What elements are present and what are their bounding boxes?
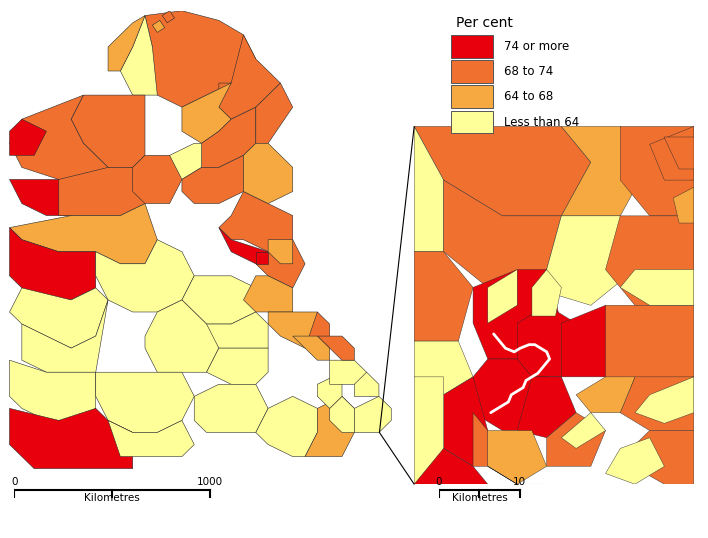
Polygon shape (9, 408, 132, 469)
Polygon shape (414, 377, 444, 484)
Polygon shape (414, 126, 444, 252)
Polygon shape (532, 216, 635, 306)
Polygon shape (473, 413, 488, 466)
Polygon shape (268, 240, 292, 264)
Text: 68 to 74: 68 to 74 (503, 65, 553, 78)
Polygon shape (152, 20, 165, 32)
Polygon shape (664, 137, 694, 169)
Polygon shape (9, 180, 71, 216)
Polygon shape (532, 270, 561, 316)
Polygon shape (354, 397, 392, 433)
Polygon shape (620, 270, 694, 306)
Text: Kilometres: Kilometres (84, 493, 140, 503)
Polygon shape (518, 377, 576, 438)
Bar (451, 86, 493, 108)
Polygon shape (9, 95, 108, 180)
Polygon shape (679, 198, 694, 270)
Polygon shape (22, 300, 108, 372)
Polygon shape (561, 126, 650, 216)
Polygon shape (305, 312, 330, 348)
Text: 1000: 1000 (197, 477, 223, 487)
Polygon shape (414, 448, 488, 484)
Polygon shape (96, 240, 194, 312)
Polygon shape (605, 438, 664, 484)
Polygon shape (605, 306, 694, 395)
Polygon shape (561, 306, 635, 377)
Polygon shape (120, 16, 157, 95)
Polygon shape (132, 155, 182, 203)
Text: 10: 10 (513, 477, 527, 487)
Polygon shape (605, 216, 694, 306)
Polygon shape (488, 430, 547, 484)
Polygon shape (330, 360, 367, 384)
Polygon shape (256, 252, 268, 264)
Text: 74 or more: 74 or more (503, 40, 569, 53)
Text: Less than 64: Less than 64 (503, 116, 578, 129)
Polygon shape (547, 413, 605, 466)
Polygon shape (650, 126, 694, 180)
Polygon shape (9, 119, 47, 155)
Polygon shape (202, 107, 256, 167)
Polygon shape (317, 372, 342, 408)
Polygon shape (576, 377, 635, 413)
Polygon shape (207, 312, 268, 348)
Text: 0: 0 (11, 477, 18, 487)
Polygon shape (219, 228, 268, 264)
Polygon shape (182, 276, 256, 324)
Polygon shape (108, 420, 194, 457)
Polygon shape (9, 288, 108, 348)
Polygon shape (414, 341, 473, 395)
Polygon shape (488, 270, 518, 323)
Polygon shape (182, 155, 244, 203)
Polygon shape (635, 377, 694, 423)
Polygon shape (518, 306, 576, 377)
Polygon shape (170, 143, 202, 180)
Polygon shape (207, 348, 268, 384)
Polygon shape (162, 11, 175, 23)
Polygon shape (354, 372, 379, 397)
Polygon shape (444, 180, 561, 287)
Polygon shape (256, 397, 317, 457)
Polygon shape (182, 83, 232, 143)
Polygon shape (9, 228, 96, 300)
Text: Kilometres: Kilometres (452, 493, 508, 503)
Polygon shape (673, 187, 694, 223)
Text: Per cent: Per cent (457, 16, 513, 30)
Polygon shape (292, 336, 330, 360)
Polygon shape (414, 252, 473, 341)
Polygon shape (9, 360, 96, 420)
Polygon shape (473, 270, 561, 359)
Polygon shape (268, 312, 317, 348)
Polygon shape (145, 300, 219, 372)
Polygon shape (96, 372, 194, 433)
Polygon shape (219, 192, 292, 252)
Polygon shape (194, 384, 268, 433)
Polygon shape (219, 35, 280, 119)
Polygon shape (59, 167, 145, 216)
Polygon shape (620, 377, 694, 430)
Bar (451, 111, 493, 133)
Polygon shape (473, 359, 561, 430)
Polygon shape (620, 430, 694, 484)
Polygon shape (330, 397, 354, 433)
Polygon shape (244, 276, 292, 312)
Text: 0: 0 (435, 477, 442, 487)
Polygon shape (256, 240, 305, 288)
Polygon shape (108, 16, 145, 71)
Polygon shape (444, 377, 488, 466)
Polygon shape (145, 11, 256, 107)
Polygon shape (256, 83, 292, 143)
Polygon shape (561, 413, 605, 448)
Polygon shape (244, 143, 292, 203)
Polygon shape (71, 95, 145, 167)
Bar (451, 35, 493, 58)
Polygon shape (9, 203, 157, 264)
Polygon shape (620, 126, 694, 216)
Polygon shape (305, 397, 354, 457)
Polygon shape (414, 126, 590, 216)
Polygon shape (317, 336, 354, 360)
Text: 64 to 68: 64 to 68 (503, 90, 553, 103)
Polygon shape (488, 466, 547, 484)
Bar (451, 60, 493, 83)
